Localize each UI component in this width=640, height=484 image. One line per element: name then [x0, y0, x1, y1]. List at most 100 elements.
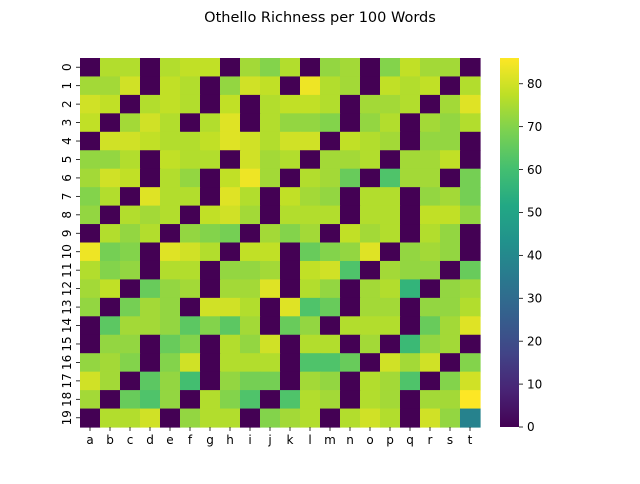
heatmap-cell: [240, 205, 261, 225]
y-tick-label: 6: [60, 174, 74, 182]
x-tick-label: t: [468, 433, 473, 447]
heatmap-cell: [140, 76, 161, 96]
heatmap-cell: [400, 94, 421, 114]
heatmap-cell: [160, 113, 181, 133]
heatmap-cell: [140, 408, 161, 428]
heatmap-cell: [180, 408, 201, 428]
heatmap-cell: [320, 390, 341, 410]
heatmap-cell: [120, 371, 141, 391]
heatmap-cell: [280, 371, 301, 391]
heatmap-cell: [220, 76, 241, 96]
heatmap-cell: [400, 58, 421, 78]
heatmap-cell: [420, 150, 441, 170]
heatmap-cell: [140, 205, 161, 225]
heatmap-cell: [440, 279, 461, 299]
heatmap-cell: [300, 316, 321, 336]
heatmap-cell: [180, 316, 201, 336]
heatmap-cell: [160, 334, 181, 354]
heatmap-cell: [460, 205, 481, 225]
heatmap-cell: [80, 297, 101, 317]
heatmap-cell: [340, 224, 361, 244]
heatmap-cell: [380, 187, 401, 207]
colorbar-gradient: [500, 58, 519, 427]
heatmap-cell: [340, 76, 361, 96]
heatmap-cell: [140, 242, 161, 262]
heatmap-cell: [280, 131, 301, 151]
y-tick-label: 3: [60, 119, 74, 127]
heatmap-cell: [200, 205, 221, 225]
heatmap-cell: [300, 371, 321, 391]
heatmap-cell: [460, 353, 481, 373]
heatmap-cell: [420, 113, 441, 133]
heatmap-cell: [320, 131, 341, 151]
heatmap-cell: [440, 390, 461, 410]
heatmap-cell: [280, 150, 301, 170]
heatmap-cell: [300, 94, 321, 114]
heatmap-cell: [200, 168, 221, 188]
heatmap-cell: [220, 168, 241, 188]
heatmap-cell: [100, 94, 121, 114]
heatmap-cell: [160, 353, 181, 373]
heatmap-cell: [400, 316, 421, 336]
heatmap-cell: [300, 76, 321, 96]
heatmap-cell: [380, 297, 401, 317]
chart-title: Othello Richness per 100 Words: [204, 10, 436, 26]
colorbar: 0 10 20 30 40 50 60 70 80: [500, 58, 542, 434]
heatmap-cell: [180, 334, 201, 354]
heatmap-cell: [360, 187, 381, 207]
heatmap-cell: [440, 205, 461, 225]
heatmap-cell: [80, 334, 101, 354]
heatmap-cell: [240, 297, 261, 317]
heatmap-cell: [160, 187, 181, 207]
colorbar-tick-label: 20: [527, 334, 542, 348]
heatmap-cell: [440, 113, 461, 133]
heatmap-cell: [440, 371, 461, 391]
heatmap-cell: [80, 260, 101, 280]
heatmap-cell: [280, 242, 301, 262]
colorbar-tick-label: 50: [527, 206, 542, 220]
heatmap-cell: [460, 113, 481, 133]
heatmap-cell: [220, 242, 241, 262]
heatmap-cell: [160, 408, 181, 428]
x-tick-label: o: [366, 433, 373, 447]
x-tick-label: i: [248, 433, 251, 447]
heatmap-cell: [100, 76, 121, 96]
heatmap-cell: [340, 242, 361, 262]
heatmap-cell: [460, 316, 481, 336]
heatmap-cell: [360, 353, 381, 373]
heatmap-cell: [260, 371, 281, 391]
heatmap-cell: [420, 408, 441, 428]
heatmap-cell: [100, 316, 121, 336]
heatmap-cell: [200, 224, 221, 244]
heatmap-cell: [280, 224, 301, 244]
y-tick-label: 17: [60, 373, 74, 388]
heatmap-cell: [420, 187, 441, 207]
heatmap-cell: [260, 76, 281, 96]
heatmap-cell: [200, 371, 221, 391]
heatmap-cell: [120, 224, 141, 244]
heatmap-cell: [380, 260, 401, 280]
heatmap-cell: [200, 297, 221, 317]
heatmap-cell: [360, 168, 381, 188]
x-tick-label: l: [308, 433, 311, 447]
heatmap-cell: [260, 390, 281, 410]
heatmap-cell: [140, 58, 161, 78]
colorbar-tick-label: 10: [527, 377, 542, 391]
heatmap-cell: [460, 408, 481, 428]
heatmap-cell: [400, 260, 421, 280]
heatmap-cell: [440, 187, 461, 207]
colorbar-tick-label: 40: [527, 249, 542, 263]
heatmap-cell: [140, 297, 161, 317]
y-tick-label: 12: [60, 281, 74, 296]
heatmap-cell: [360, 316, 381, 336]
heatmap-cell: [340, 150, 361, 170]
y-tick-label: 7: [60, 193, 74, 201]
heatmap-cell: [460, 371, 481, 391]
heatmap-cell: [140, 168, 161, 188]
heatmap-cell: [120, 242, 141, 262]
heatmap-cell: [80, 94, 101, 114]
heatmap-cell: [340, 58, 361, 78]
heatmap-cell: [360, 334, 381, 354]
heatmap-cell: [360, 205, 381, 225]
heatmap-cell: [440, 316, 461, 336]
